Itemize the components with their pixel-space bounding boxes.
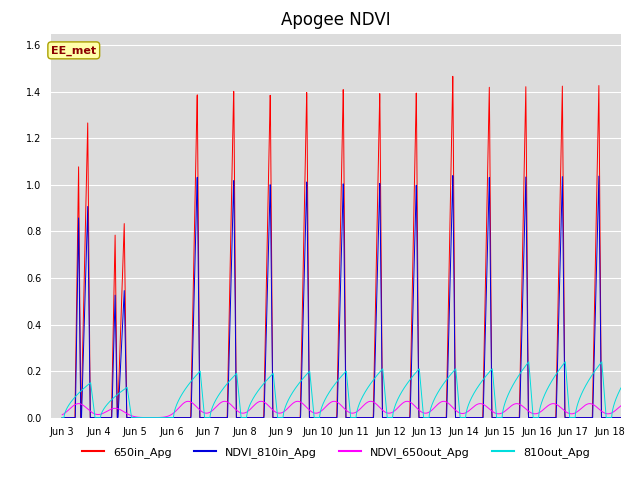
Title: Apogee NDVI: Apogee NDVI bbox=[281, 11, 391, 29]
650in_Apg bbox=[481, 306, 489, 312]
Text: EE_met: EE_met bbox=[51, 45, 97, 56]
NDVI_810in_Apg bbox=[178, 415, 186, 420]
650in_Apg bbox=[429, 415, 437, 420]
NDVI_810in_Apg bbox=[429, 415, 437, 420]
810out_Apg bbox=[429, 399, 437, 405]
NDVI_810in_Apg bbox=[58, 415, 66, 420]
NDVI_650out_Apg bbox=[58, 412, 66, 418]
NDVI_650out_Apg bbox=[147, 415, 155, 420]
810out_Apg bbox=[58, 415, 66, 420]
NDVI_810in_Apg bbox=[449, 173, 456, 179]
650in_Apg bbox=[178, 415, 186, 420]
810out_Apg bbox=[481, 375, 488, 381]
Line: NDVI_650out_Apg: NDVI_650out_Apg bbox=[62, 401, 640, 418]
650in_Apg bbox=[554, 342, 561, 348]
810out_Apg bbox=[518, 368, 526, 373]
Line: 810out_Apg: 810out_Apg bbox=[62, 362, 640, 418]
810out_Apg bbox=[636, 380, 640, 385]
650in_Apg bbox=[58, 415, 66, 420]
Legend: 650in_Apg, NDVI_810in_Apg, NDVI_650out_Apg, 810out_Apg: 650in_Apg, NDVI_810in_Apg, NDVI_650out_A… bbox=[77, 442, 595, 462]
NDVI_810in_Apg bbox=[554, 373, 561, 379]
NDVI_650out_Apg bbox=[481, 403, 489, 408]
NDVI_650out_Apg bbox=[554, 402, 561, 408]
NDVI_810in_Apg bbox=[481, 346, 489, 351]
650in_Apg bbox=[518, 269, 526, 275]
NDVI_650out_Apg bbox=[518, 403, 526, 409]
NDVI_810in_Apg bbox=[636, 415, 640, 420]
NDVI_650out_Apg bbox=[636, 410, 640, 416]
650in_Apg bbox=[449, 73, 456, 79]
810out_Apg bbox=[178, 392, 186, 397]
Line: NDVI_810in_Apg: NDVI_810in_Apg bbox=[62, 176, 640, 418]
650in_Apg bbox=[636, 415, 640, 420]
Line: 650in_Apg: 650in_Apg bbox=[62, 76, 640, 418]
810out_Apg bbox=[553, 370, 561, 376]
810out_Apg bbox=[634, 359, 640, 365]
NDVI_650out_Apg bbox=[221, 398, 228, 404]
NDVI_810in_Apg bbox=[518, 317, 526, 323]
NDVI_650out_Apg bbox=[430, 406, 438, 411]
NDVI_650out_Apg bbox=[178, 402, 186, 408]
